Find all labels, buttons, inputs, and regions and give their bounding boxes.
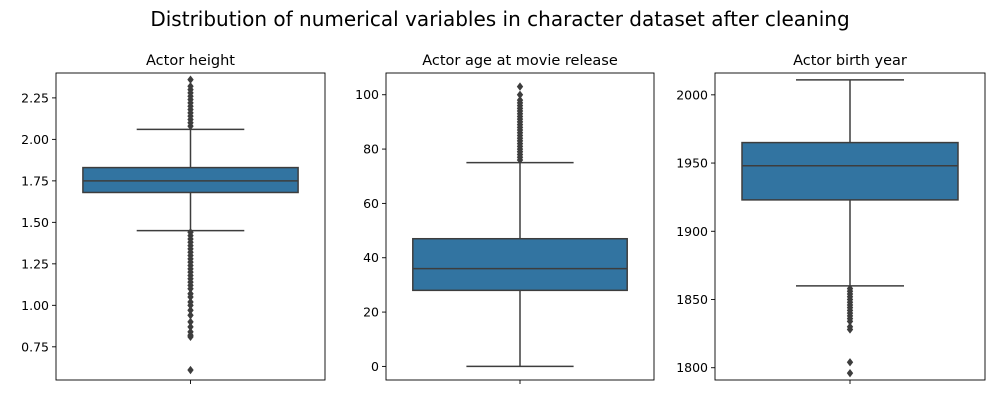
y-tick-label: 1900 xyxy=(676,224,708,239)
iqr-box xyxy=(412,237,628,292)
y-tick-label: 100 xyxy=(355,87,379,102)
outlier-point xyxy=(516,96,524,105)
outlier-point xyxy=(187,75,194,84)
outlier-point xyxy=(187,306,194,315)
chart-area: 0 20 40 60 80 100 xyxy=(355,72,655,384)
outlier-point xyxy=(187,322,194,332)
iqr-box xyxy=(82,166,299,194)
outlier-point xyxy=(187,332,194,342)
y-tick-label: 2.25 xyxy=(21,90,49,105)
outlier-point xyxy=(187,311,194,320)
outlier-point xyxy=(516,82,524,91)
figure-suptitle: Distribution of numerical variables in c… xyxy=(150,7,849,31)
y-tick-label: 20 xyxy=(363,305,379,320)
y-tick-label: 0.75 xyxy=(21,339,49,354)
subplot-actor-height: Actor height xyxy=(146,53,235,69)
subplot-actor-birth-year: Actor birth year xyxy=(793,53,907,69)
outlier-point xyxy=(846,358,854,367)
y-tick-label: 1.00 xyxy=(21,298,49,313)
y-tick-label: 40 xyxy=(363,250,379,265)
chart-area: 0.75 1.00 1.25 1.50 1.75 2.00 2.25 xyxy=(21,72,326,384)
outlier-point xyxy=(187,284,194,293)
y-tick-label: 1800 xyxy=(676,360,708,375)
y-tick-label: 2.00 xyxy=(21,132,49,147)
outlier-point xyxy=(187,301,194,310)
subplot-title: Actor birth year xyxy=(793,53,907,69)
y-tick-label: 1.50 xyxy=(21,215,49,230)
y-tick-label: 0 xyxy=(371,359,379,374)
y-tick-label: 1950 xyxy=(676,156,708,171)
subplot-title: Actor height xyxy=(146,53,235,69)
y-tick-label: 1.25 xyxy=(21,256,49,271)
outlier-point xyxy=(846,317,854,326)
y-tick-label: 1.75 xyxy=(21,173,49,188)
outlier-point xyxy=(187,317,194,327)
outlier-point xyxy=(187,292,194,302)
y-tick-label: 2000 xyxy=(676,87,708,102)
subplot-actor-age: Actor age at movie release xyxy=(422,53,618,69)
outlier-point xyxy=(187,82,194,91)
subplot-title: Actor age at movie release xyxy=(422,53,618,69)
y-tick-label: 1850 xyxy=(676,292,708,307)
y-tick-label: 80 xyxy=(363,142,379,157)
outlier-point xyxy=(516,90,524,99)
iqr-box xyxy=(741,141,959,201)
chart-area: 1800 1850 1900 1950 2000 xyxy=(676,72,986,384)
outlier-point xyxy=(187,365,194,375)
y-tick-label: 60 xyxy=(363,196,379,211)
outlier-point xyxy=(846,369,854,378)
outlier-point xyxy=(846,325,854,334)
